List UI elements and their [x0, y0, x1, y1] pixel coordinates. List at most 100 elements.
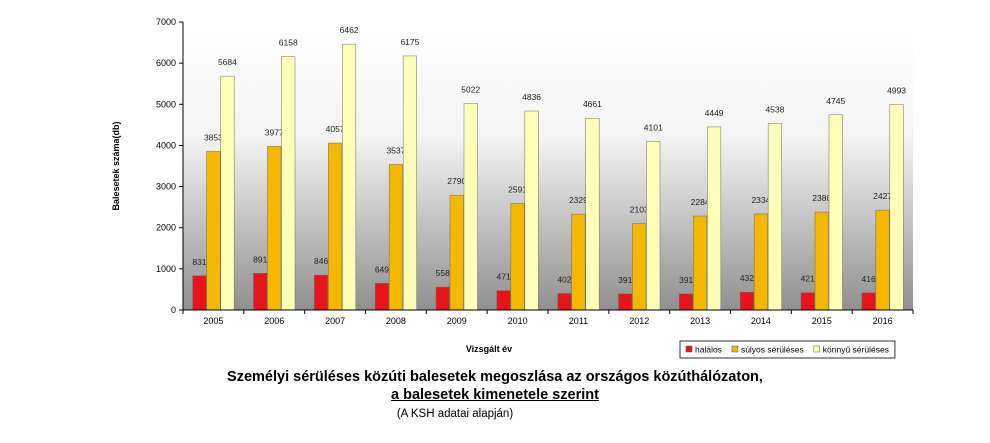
data-label: 846: [314, 256, 328, 266]
bar: [618, 293, 633, 311]
bar: [557, 293, 572, 311]
legend-swatch: [685, 345, 693, 353]
data-label: 2103: [630, 204, 649, 214]
bar: [281, 56, 296, 311]
data-label: 3537: [386, 145, 405, 155]
bar: [192, 275, 207, 311]
x-tick-label: 2008: [386, 316, 406, 326]
bar: [739, 291, 754, 311]
bar: [814, 211, 829, 311]
data-label: 4836: [522, 92, 541, 102]
y-tick-label: 7000: [156, 17, 176, 27]
bars: 831 891 846 649 558 471 402 391 391 432 421 416 3853…: [192, 25, 906, 311]
data-label: 4745: [826, 96, 845, 106]
x-tick-label: 2015: [812, 316, 832, 326]
bar: [861, 292, 876, 311]
y-axis: 0 1000 2000 3000 4000 5000 6000 7000: [156, 17, 184, 315]
y-tick-label: 5000: [156, 99, 176, 109]
bar: [753, 213, 768, 311]
bar: [585, 117, 600, 311]
caption-line-1: Személyi sérüléses közúti balesetek mego…: [227, 369, 763, 385]
x-tick-label: 2009: [447, 316, 467, 326]
data-label: 6158: [279, 38, 298, 48]
data-label: 416: [861, 274, 875, 284]
data-label: 649: [375, 264, 389, 274]
bar: [388, 164, 403, 311]
legend-label: halálos: [695, 345, 722, 355]
legend-box: [679, 340, 896, 359]
bar: [875, 209, 890, 311]
bar: [314, 274, 329, 311]
data-label: 2427: [873, 191, 892, 201]
data-label: 402: [557, 274, 571, 284]
legend-swatch: [731, 345, 739, 353]
data-label: 6175: [400, 37, 419, 47]
bar: [449, 194, 464, 311]
y-tick-label: 6000: [156, 58, 176, 68]
bar: [571, 213, 586, 311]
x-tick-label: 2006: [264, 316, 284, 326]
data-label: 391: [679, 275, 693, 285]
data-label: 2380: [812, 193, 831, 203]
data-label: 5022: [461, 84, 480, 94]
x-axis-title: Vizsgált év: [466, 344, 512, 354]
data-label: 6462: [340, 25, 359, 35]
x-tick-label: 2012: [629, 316, 649, 326]
bar: [524, 110, 539, 311]
data-label: 3977: [265, 127, 284, 137]
bar: [646, 141, 661, 311]
bar: [679, 293, 694, 311]
x-tick-label: 2011: [569, 316, 588, 326]
y-axis-title: Balesetek száma(db): [111, 121, 121, 210]
bar: [435, 286, 450, 311]
data-label: 2790: [447, 176, 466, 186]
data-label: 2329: [569, 195, 588, 205]
bar: [267, 146, 282, 311]
data-label: 2591: [508, 184, 527, 194]
data-label: 391: [618, 275, 632, 285]
bar: [206, 151, 221, 311]
bar-chart: 0 1000 2000 3000 4000 5000 6000 7000 831 891 846 6…: [111, 17, 914, 359]
bar: [632, 223, 647, 311]
bar: [800, 292, 815, 311]
bar: [342, 43, 357, 311]
x-tick-label: 2007: [325, 316, 345, 326]
x-tick-label: 2010: [508, 316, 528, 326]
data-label: 432: [740, 273, 754, 283]
x-axis: 2005 2006 2007 2008 2009 2010 2011 2012 2013 2014…: [182, 309, 914, 326]
caption-line-2: a balesetek kimenetele szerint: [391, 387, 599, 403]
caption-source: (A KSH adatai alapján): [396, 408, 514, 420]
bar: [510, 203, 525, 311]
bar: [463, 103, 478, 311]
bar: [220, 75, 235, 311]
data-label: 471: [496, 272, 510, 282]
chart-caption: Személyi sérüléses közúti balesetek mego…: [0, 368, 990, 420]
y-tick-label: 1000: [156, 264, 176, 274]
legend-label: súlyos sérüléses: [741, 345, 804, 355]
data-label: 2284: [691, 197, 710, 207]
data-label: 2334: [751, 195, 770, 205]
bar: [707, 126, 722, 311]
x-tick-label: 2016: [873, 316, 893, 326]
bar: [374, 283, 389, 311]
data-label: 891: [253, 254, 267, 264]
x-tick-label: 2013: [690, 316, 710, 326]
data-label: 3853: [204, 132, 223, 142]
data-label: 4538: [765, 104, 784, 114]
legend: halálos súlyos sérüléses könnyű sérüléses: [679, 340, 896, 359]
y-tick-label: 2000: [156, 223, 176, 233]
bar: [767, 123, 782, 311]
bar: [496, 290, 511, 311]
data-label: 5684: [218, 57, 237, 67]
data-label: 4057: [326, 124, 345, 134]
bar: [328, 142, 343, 311]
plot-area: [183, 22, 913, 310]
bar: [402, 55, 417, 311]
y-tick-label: 0: [171, 305, 176, 315]
data-label: 421: [801, 274, 815, 284]
data-label: 831: [192, 257, 206, 267]
bar: [253, 273, 268, 311]
bar: [693, 215, 708, 311]
data-label: 4661: [583, 99, 602, 109]
y-tick-label: 3000: [156, 182, 176, 192]
